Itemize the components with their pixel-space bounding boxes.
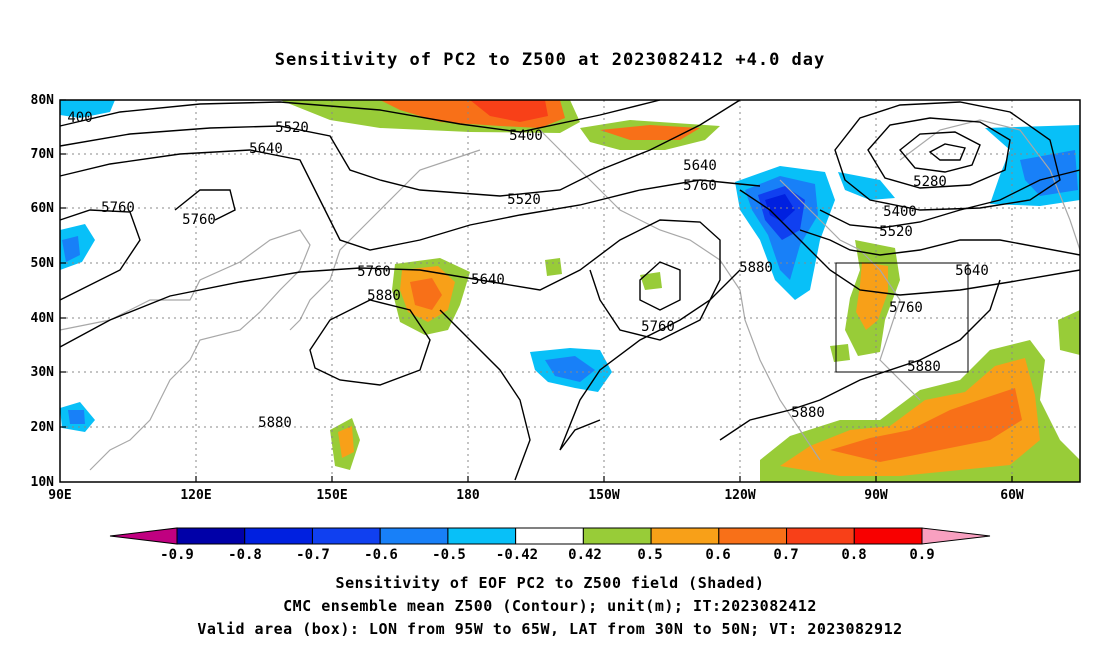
lat-label: 70N xyxy=(31,147,55,162)
colorbar-label: 0.9 xyxy=(909,547,934,563)
contour-label: 5640 xyxy=(249,141,283,157)
map-title: Sensitivity of PC2 to Z500 at 2023082412… xyxy=(274,50,826,70)
axis-ticks xyxy=(60,99,1013,482)
contour-label: 5520 xyxy=(879,224,913,240)
lat-label: 20N xyxy=(31,420,55,435)
contour-label: 5760 xyxy=(182,212,216,228)
colorbar-cell xyxy=(853,527,923,545)
colorbar-over-arrow xyxy=(921,527,991,545)
latitude-labels: 80N 70N 60N 50N 40N 30N 20N 10N xyxy=(31,93,55,490)
lon-label: 120E xyxy=(180,488,211,503)
longitude-labels: 90E 120E 150E 180 150W 120W 90W 60W xyxy=(48,488,1024,503)
colorbar-cell xyxy=(515,527,584,545)
contour-label: 5880 xyxy=(907,359,941,375)
contour-label: 5760 xyxy=(357,264,391,280)
colorbar-label: -0.7 xyxy=(296,547,330,563)
z500-contours xyxy=(59,99,1081,481)
contour-label: 5880 xyxy=(258,415,292,431)
lon-label: 90E xyxy=(48,488,71,503)
colorbar-label: -0.9 xyxy=(160,547,194,563)
lon-label: 180 xyxy=(456,488,480,503)
colorbar: -0.9 -0.8 -0.7 -0.6 -0.5 -0.42 0.42 0.5 … xyxy=(109,527,991,563)
contour-label: 5880 xyxy=(367,288,401,304)
contour-label: 400 xyxy=(67,110,92,126)
contour-label: 5880 xyxy=(791,405,825,421)
contour-label: 5640 xyxy=(471,272,505,288)
lat-label: 80N xyxy=(31,93,55,108)
colorbar-label: -0.8 xyxy=(228,547,262,563)
contour-labels: 400 5520 5640 5760 5760 5400 5640 5760 5… xyxy=(67,110,989,431)
lat-label: 40N xyxy=(31,311,55,326)
colorbar-cell xyxy=(582,527,652,545)
map-frame xyxy=(59,99,1081,483)
lon-label: 60W xyxy=(1000,488,1024,503)
contour-label: 5640 xyxy=(955,263,989,279)
valid-area-box xyxy=(835,262,969,373)
lat-label: 30N xyxy=(31,365,55,380)
contour-label: 5280 xyxy=(913,174,947,190)
colorbar-cell xyxy=(718,527,788,545)
caption-valid-area: Valid area (box): LON from 95W to 65W, L… xyxy=(197,620,903,638)
caption-contour: CMC ensemble mean Z500 (Contour); unit(m… xyxy=(283,597,817,615)
lat-label: 10N xyxy=(31,475,55,490)
colorbar-cell xyxy=(786,527,855,545)
contour-label: 5520 xyxy=(275,120,309,136)
contour-label: 5640 xyxy=(683,158,717,174)
caption-shaded: Sensitivity of EOF PC2 to Z500 field (Sh… xyxy=(335,574,765,592)
colorbar-cell xyxy=(650,527,720,545)
colorbar-label: -0.5 xyxy=(432,547,466,563)
colorbar-label: -0.6 xyxy=(364,547,398,563)
colorbar-label: 0.6 xyxy=(705,547,730,563)
lat-label: 50N xyxy=(31,256,55,271)
colorbar-cell xyxy=(447,527,517,545)
contour-label: 5760 xyxy=(889,300,923,316)
gridlines xyxy=(60,100,1080,482)
contour-label: 5400 xyxy=(509,128,543,144)
contour-label: 5400 xyxy=(883,204,917,220)
colorbar-cell xyxy=(244,527,313,545)
colorbar-label: 0.42 xyxy=(568,547,602,563)
colorbar-label: 0.5 xyxy=(637,547,662,563)
colorbar-cell xyxy=(311,527,381,545)
lon-label: 150W xyxy=(588,488,619,503)
colorbar-cell xyxy=(176,527,246,545)
contour-label: 5760 xyxy=(101,200,135,216)
lon-label: 90W xyxy=(864,488,888,503)
lon-label: 120W xyxy=(724,488,755,503)
colorbar-label: 0.7 xyxy=(773,547,798,563)
contour-label: 5880 xyxy=(739,260,773,276)
contour-label: 5760 xyxy=(683,178,717,194)
contour-label: 5760 xyxy=(641,319,675,335)
shaded-sensitivity xyxy=(60,100,1080,482)
colorbar-cell xyxy=(379,527,449,545)
contour-label: 5520 xyxy=(507,192,541,208)
colorbar-label: 0.8 xyxy=(841,547,866,563)
lat-label: 60N xyxy=(31,201,55,216)
lon-label: 150E xyxy=(316,488,347,503)
colorbar-label: -0.42 xyxy=(496,547,538,563)
colorbar-under-arrow xyxy=(109,527,178,545)
